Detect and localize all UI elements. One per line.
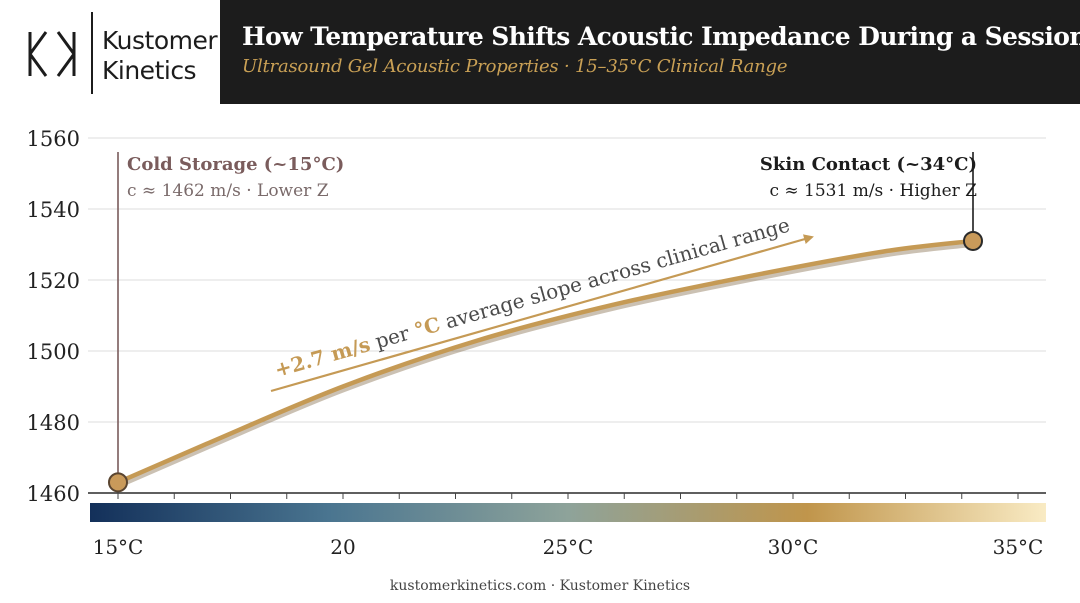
x-tick-label: 15°C	[93, 535, 144, 559]
x-axis-ticks	[117, 493, 1019, 499]
brand-logo-icon	[28, 31, 76, 77]
skin-contact-detail: c ≈ 1531 m/s · Higher Z	[769, 181, 977, 201]
slope-per: per	[366, 319, 418, 355]
y-tick-label: 1460	[27, 482, 80, 506]
x-tick-label: 35°C	[993, 535, 1044, 559]
brand-name: Kustomer Kinetics	[102, 26, 218, 86]
cold-storage-title: Cold Storage (~15°C)	[127, 154, 344, 175]
y-tick-label: 1520	[27, 269, 80, 293]
chart: 1460 1480 1500 1520 1540 1560 15°C 20 25°C 30°C 3…	[27, 127, 1046, 559]
footer-credit: kustomerkinetics.com · Kustomer Kinetics	[389, 578, 691, 594]
speed-of-sound-curve	[115, 238, 976, 485]
y-tick-label: 1560	[27, 127, 80, 151]
x-axis-tick-labels: 15°C 20 25°C 30°C 35°C	[93, 535, 1044, 559]
skin-contact-title: Skin Contact (~34°C)	[760, 154, 977, 175]
page-title: How Temperature Shifts Acoustic Impedanc…	[242, 22, 1080, 51]
x-tick-label: 20	[330, 535, 355, 559]
header-bar: Kustomer Kinetics How Temperature Shifts…	[0, 0, 1080, 104]
slope-rest: average slope across clinical range	[436, 213, 792, 336]
slope-label: +2.7 m/s per °C average slope across cli…	[272, 213, 793, 382]
brand-name-line2: Kinetics	[102, 56, 197, 85]
gridlines	[88, 137, 1046, 494]
cold-storage-point	[108, 472, 128, 493]
brand-block: Kustomer Kinetics	[0, 0, 220, 104]
temperature-colorbar	[90, 503, 1046, 522]
cold-storage-detail: c ≈ 1462 m/s · Lower Z	[127, 181, 329, 201]
y-tick-label: 1480	[27, 411, 80, 435]
curve-shadow	[115, 240, 976, 489]
y-tick-label: 1540	[27, 198, 80, 222]
page-subtitle: Ultrasound Gel Acoustic Properties · 15–…	[242, 56, 788, 77]
x-tick-label: 30°C	[768, 535, 819, 559]
y-tick-label: 1500	[27, 340, 80, 364]
brand-name-line1: Kustomer	[102, 26, 218, 55]
slope-value: +2.7 m/s	[272, 332, 373, 382]
skin-contact-point	[963, 230, 983, 251]
x-tick-label: 25°C	[543, 535, 594, 559]
y-axis-tick-labels: 1460 1480 1500 1520 1540 1560	[27, 127, 80, 506]
brand-divider	[91, 12, 93, 94]
slope-arrow	[270, 234, 814, 393]
